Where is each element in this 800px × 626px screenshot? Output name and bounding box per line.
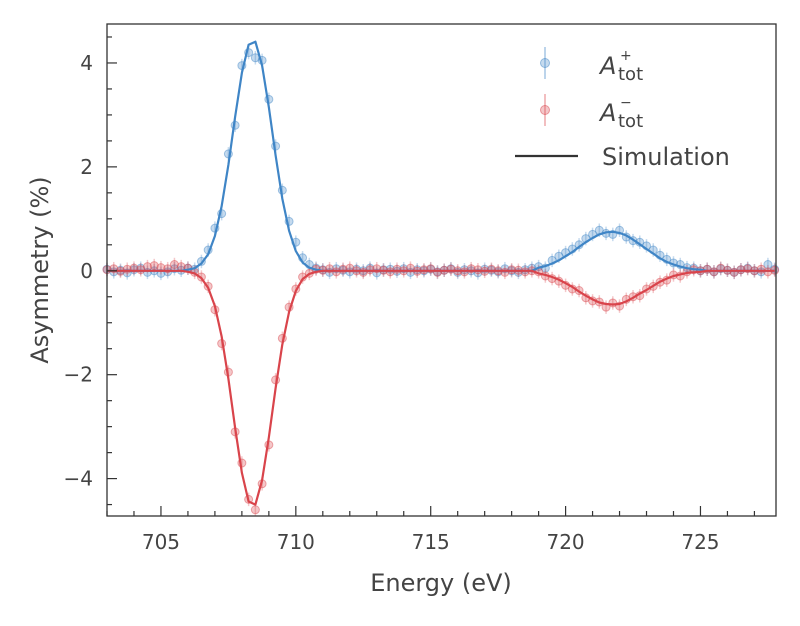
y-axis-label: Asymmetry (%) <box>26 176 54 363</box>
legend-sup-a-plus: + <box>620 48 632 64</box>
data-point <box>169 260 179 270</box>
data-point <box>763 260 773 270</box>
series-a-minus <box>102 257 780 517</box>
legend-label-simulation: Simulation <box>602 143 730 171</box>
legend-sup-a-minus: − <box>620 95 632 111</box>
y-tick-label: 4 <box>80 51 93 75</box>
x-tick-label: 710 <box>277 530 315 554</box>
legend-label-a-minus: A <box>598 99 616 127</box>
legend-label-a-plus: A <box>598 52 616 80</box>
x-tick-label: 720 <box>546 530 584 554</box>
legend-sub-a-plus: tot <box>618 64 643 85</box>
legend-item-simulation: Simulation <box>515 143 730 171</box>
x-tick-label: 725 <box>681 530 719 554</box>
data-point <box>250 505 260 515</box>
legend: A tot + A tot − Simulation <box>515 47 730 171</box>
legend-sub-a-minus: tot <box>618 111 643 132</box>
x-tick-label: 705 <box>142 530 180 554</box>
data-point <box>149 261 159 271</box>
legend-item-a-minus: A tot − <box>540 94 643 132</box>
legend-marker-a-plus <box>540 58 550 68</box>
simulation-line-a-minus <box>107 269 775 506</box>
x-tick-label: 715 <box>412 530 450 554</box>
axis-ticks: 705 710 715 720 725 −4 −2 0 2 4 <box>64 36 756 554</box>
x-axis-label: Energy (eV) <box>370 569 512 597</box>
y-tick-label: 2 <box>80 155 93 179</box>
legend-item-a-plus: A tot + <box>540 47 643 85</box>
legend-marker-a-minus <box>540 105 550 115</box>
plot-marks <box>102 40 780 517</box>
plot-frame <box>106 23 777 517</box>
y-tick-label: −2 <box>64 363 93 387</box>
y-tick-label: −4 <box>64 467 93 491</box>
y-tick-label: 0 <box>80 259 93 283</box>
